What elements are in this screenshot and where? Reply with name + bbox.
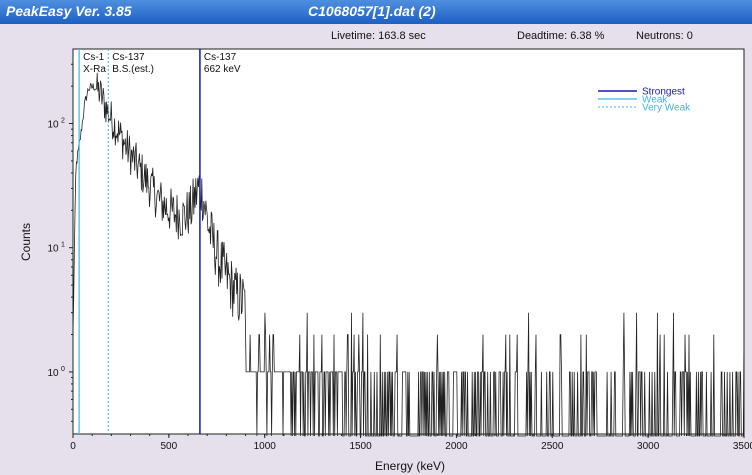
file-title: C1068057[1].dat (2) bbox=[308, 3, 436, 19]
peak-marker-sublabel: B.S.(est.) bbox=[112, 64, 154, 75]
y-tick-exp: 1 bbox=[61, 242, 65, 249]
x-tick-label: 500 bbox=[161, 441, 178, 452]
spectrum-trace bbox=[72, 72, 745, 437]
x-tick-label: 3000 bbox=[637, 441, 660, 452]
x-tick-label: 3500 bbox=[733, 441, 752, 452]
x-tick-label: 1500 bbox=[349, 441, 372, 452]
y-tick-exp: 0 bbox=[61, 366, 65, 373]
y-tick-base: 10 bbox=[47, 368, 59, 379]
livetime-readout: Livetime: 163.8 sec bbox=[331, 30, 426, 42]
neutrons-readout: Neutrons: 0 bbox=[636, 30, 693, 42]
peak-marker-sublabel: X-Ra bbox=[83, 64, 106, 75]
spectrum-layer bbox=[72, 72, 745, 437]
app-title: PeakEasy Ver. 3.85 bbox=[6, 3, 132, 19]
legend-label: Strongest bbox=[642, 87, 685, 98]
x-axis-label: Energy (keV) bbox=[375, 459, 445, 473]
peak-marker-label: Cs-137 bbox=[204, 52, 237, 63]
y-axis-label: Counts bbox=[19, 223, 33, 261]
plot-area[interactable] bbox=[72, 48, 745, 435]
peak-marker-label: Cs-137 bbox=[112, 52, 145, 63]
y-tick-exp: 2 bbox=[61, 118, 65, 125]
y-tick-base: 10 bbox=[47, 244, 59, 255]
axes: 0500100015002000250030003500100101102 bbox=[47, 63, 752, 452]
legend-label: Very Weak bbox=[642, 103, 691, 114]
y-tick-base: 10 bbox=[47, 120, 59, 131]
legend-label: Weak bbox=[642, 95, 668, 106]
x-tick-label: 0 bbox=[70, 441, 76, 452]
x-tick-label: 2500 bbox=[541, 441, 564, 452]
peak-marker-sublabel: 662 keV bbox=[204, 64, 241, 75]
peak-marker-label: Cs-1 bbox=[83, 52, 105, 63]
x-tick-label: 2000 bbox=[445, 441, 468, 452]
title-bar: PeakEasy Ver. 3.85 C1068057[1].dat (2) bbox=[0, 0, 752, 24]
x-tick-label: 1000 bbox=[254, 441, 277, 452]
deadtime-readout: Deadtime: 6.38 % bbox=[517, 30, 605, 42]
